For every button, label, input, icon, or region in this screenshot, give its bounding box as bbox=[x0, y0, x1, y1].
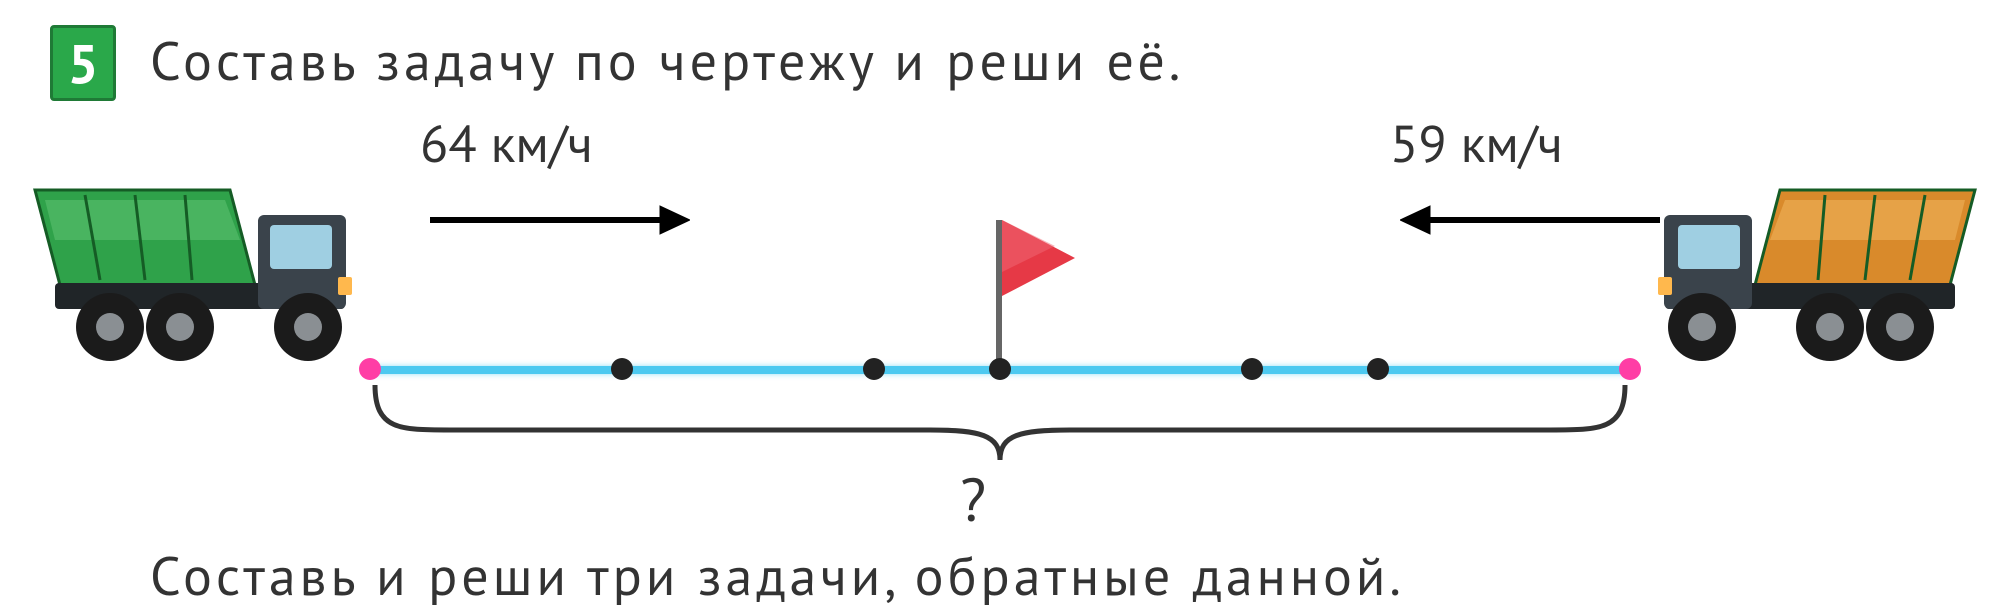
problem-statement: Составь задачу по чертежу и реши её. bbox=[150, 25, 1184, 95]
number-line-dot bbox=[1619, 358, 1641, 380]
speed-label-right: 59 км/ч bbox=[1390, 110, 1563, 177]
speed-label-left: 64 км/ч bbox=[420, 110, 593, 177]
page: 5 Составь задачу по чертежу и реши её. 6… bbox=[0, 0, 2006, 605]
number-line-dot bbox=[611, 358, 633, 380]
flag-icon bbox=[980, 210, 1080, 370]
number-line-dot bbox=[1241, 358, 1263, 380]
problem-followup: Составь и реши три задачи, обратные данн… bbox=[150, 540, 1405, 605]
number-line-dot bbox=[989, 358, 1011, 380]
curly-brace bbox=[370, 380, 1630, 470]
number-line-dot bbox=[1367, 358, 1389, 380]
arrow-right bbox=[1400, 200, 1660, 240]
arrow-left bbox=[430, 200, 690, 240]
problem-number-box: 5 bbox=[50, 25, 116, 101]
number-line-dot bbox=[359, 358, 381, 380]
truck-right-icon bbox=[1640, 155, 1980, 365]
question-mark: ? bbox=[960, 460, 986, 538]
truck-left-icon bbox=[30, 155, 370, 365]
number-line-dot bbox=[863, 358, 885, 380]
